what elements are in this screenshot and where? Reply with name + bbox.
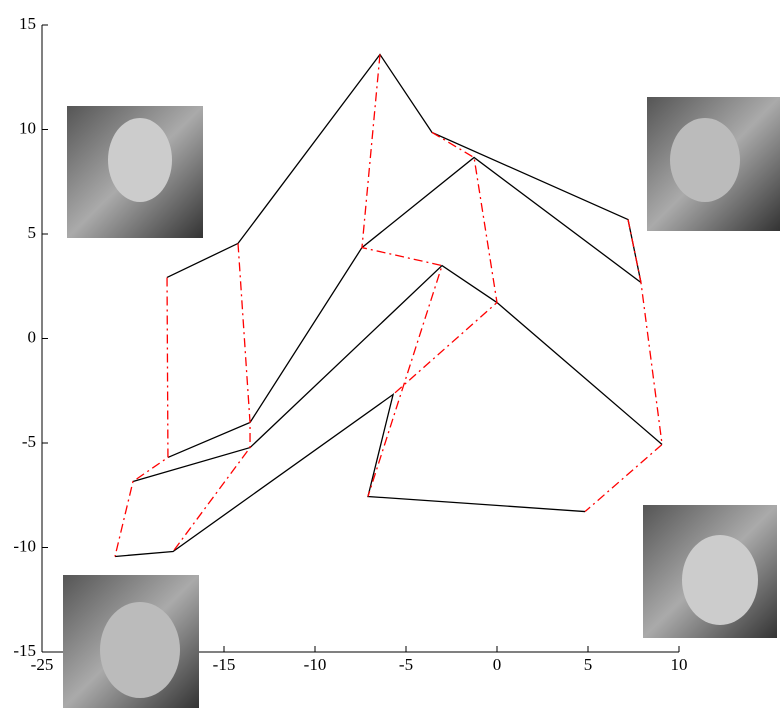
face: [682, 535, 758, 625]
y-tick-label: 15: [19, 14, 36, 33]
y-tick-label: -10: [13, 536, 36, 555]
y-tick-label: 0: [28, 327, 37, 346]
x-tick-label: 5: [584, 655, 593, 674]
series-line: [362, 54, 442, 496]
face: [108, 118, 172, 202]
face: [100, 602, 180, 698]
x-tick-label: -25: [31, 655, 54, 674]
x-tick-label: -15: [213, 655, 236, 674]
series-line: [168, 158, 641, 458]
face-photos: [63, 97, 780, 708]
x-tick-label: 0: [493, 655, 502, 674]
y-tick-label: -5: [22, 432, 36, 451]
series-line: [585, 220, 662, 512]
x-tick-label: -5: [399, 655, 413, 674]
chart: -15-10-5051015-25-20-15-10-50510: [0, 0, 780, 708]
series-line: [133, 266, 662, 482]
face: [670, 118, 740, 202]
y-tick-label: 10: [19, 118, 36, 137]
x-tick-label: -10: [304, 655, 327, 674]
y-tick-label: 5: [28, 223, 37, 242]
series-line: [393, 132, 497, 394]
x-tick-label: 10: [671, 655, 688, 674]
series-line: [115, 395, 585, 557]
series-line: [115, 277, 168, 556]
